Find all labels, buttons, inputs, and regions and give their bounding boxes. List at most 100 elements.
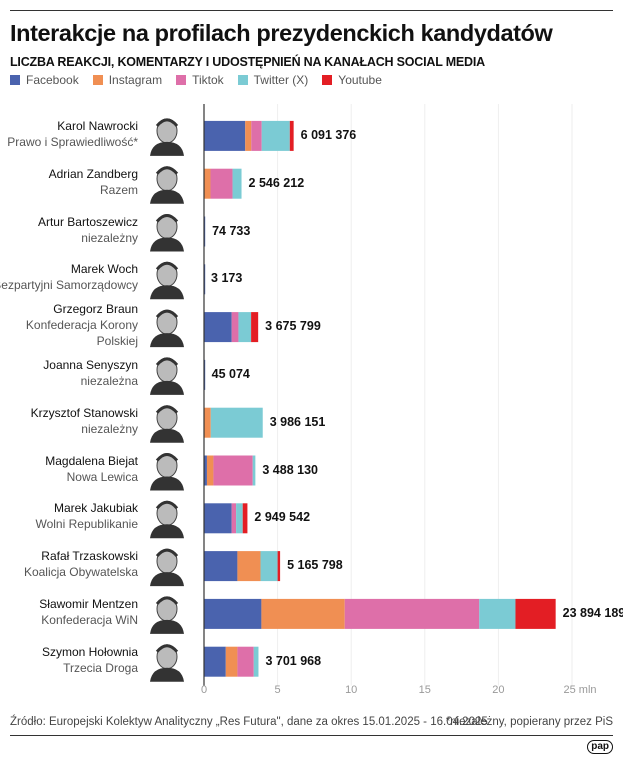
candidate-party: Razem xyxy=(99,182,138,197)
bar-segment-facebook xyxy=(204,216,206,247)
bar-segment-youtube xyxy=(277,551,281,582)
bar-segment-facebook xyxy=(204,503,232,534)
bar-segment-tiktok xyxy=(344,598,480,629)
candidate-label: Rafał Trzaskowski Koalicja Obywatelska xyxy=(0,548,138,580)
candidate-label: Joanna Senyszyn niezależna xyxy=(0,357,138,389)
bar-segment-twitterx xyxy=(236,503,243,534)
legend-item: Tiktok xyxy=(176,73,224,87)
data-label: 2 949 542 xyxy=(254,510,311,525)
candidate-photo xyxy=(150,500,184,539)
candidate-party: Koalicja Obywatelska xyxy=(23,565,138,580)
footnote: *niezależny, popierany przez PiS xyxy=(445,716,613,728)
legend-label: Tiktok xyxy=(192,73,224,87)
candidate-party: Wolni Republikanie xyxy=(35,517,138,532)
bar-segment-twitterx xyxy=(253,646,259,677)
data-label: 23 894 189 xyxy=(562,605,623,620)
bar-segment-instagram xyxy=(261,598,345,629)
bar-segment-twitterx xyxy=(210,407,263,438)
data-label: 3 488 130 xyxy=(262,462,318,477)
bottom-divider xyxy=(10,735,613,736)
candidate-photo xyxy=(150,548,184,587)
bar-segment-twitterx xyxy=(238,312,252,343)
candidate-label: Magdalena Biejat Nowa Lewica xyxy=(0,453,138,485)
candidate-photo xyxy=(150,309,184,348)
bar-segment-youtube xyxy=(515,598,556,629)
bar-segment-instagram xyxy=(206,455,214,486)
x-tick-label: 15 xyxy=(418,684,431,696)
data-label: 3 986 151 xyxy=(269,414,326,429)
bar-segment-facebook xyxy=(204,312,232,343)
candidate-party: Bezpartyjni Samorządowcy xyxy=(0,278,138,293)
candidate-photo xyxy=(150,453,184,491)
bar-segment-instagram xyxy=(245,120,252,151)
legend-label: Instagram xyxy=(108,73,163,87)
candidate-label: Sławomir Mentzen Konfederacja WiN xyxy=(0,596,138,628)
data-label: 3 675 799 xyxy=(265,319,321,334)
candidate-label: Marek Woch Bezpartyjni Samorządowcy xyxy=(0,261,138,293)
legend: Facebook Instagram Tiktok Twitter (X) Youtub… xyxy=(10,73,382,87)
legend-item: Youtube xyxy=(322,73,382,87)
legend-item: Facebook xyxy=(10,73,79,87)
candidate-name: Marek Jakubiak xyxy=(53,501,138,516)
candidate-party: niezależny xyxy=(81,230,138,245)
bar-segment-instagram xyxy=(204,407,211,438)
candidate-photo xyxy=(150,644,184,682)
bar-segment-facebook xyxy=(204,646,226,677)
legend-label: Facebook xyxy=(26,73,79,87)
chart-title: Interakcje na profilach prezydenckich ka… xyxy=(10,20,553,46)
candidate-name: Karol Nawrocki xyxy=(57,118,138,133)
bar-segment-tiktok xyxy=(210,168,233,199)
pap-logo: pap xyxy=(587,740,613,754)
legend-swatch xyxy=(237,75,248,85)
candidate-party: niezależny xyxy=(81,421,138,436)
bar-segment-tiktok xyxy=(231,503,237,534)
bar-segment-tiktok xyxy=(251,120,262,151)
candidate-name: Joanna Senyszyn xyxy=(43,357,138,372)
candidate-label: Karol Nawrocki Prawo i Sprawiedliwość* xyxy=(0,118,138,150)
legend-swatch xyxy=(92,75,103,85)
legend-item: Instagram xyxy=(92,73,163,87)
legend-swatch xyxy=(322,75,333,85)
candidate-name: Szymon Hołownia xyxy=(41,644,138,659)
candidate-photo xyxy=(150,405,184,443)
candidate-photo xyxy=(150,118,184,156)
bar-segment-facebook xyxy=(204,120,246,151)
bar-segment-instagram xyxy=(204,168,211,199)
legend-label: Twitter (X) xyxy=(253,73,309,87)
candidate-party: Konfederacja WiN xyxy=(41,612,138,627)
chart-subtitle: LICZBA REAKCJI, KOMENTARZY I UDOSTĘPNIEŃ… xyxy=(10,55,485,69)
candidate-name: Adrian Zandberg xyxy=(48,166,138,181)
bar-segment-tiktok xyxy=(231,312,239,343)
legend-swatch xyxy=(10,75,20,85)
bar-segment-twitterx xyxy=(260,551,278,582)
x-tick-label: 0 xyxy=(200,684,208,696)
bar-segment-twitterx xyxy=(252,455,256,486)
candidate-label: Marek Jakubiak Wolni Republikanie xyxy=(0,500,138,532)
bar-segment-youtube xyxy=(289,120,294,151)
candidate-photo xyxy=(150,166,184,204)
bar-segment-instagram xyxy=(237,551,261,582)
legend-swatch xyxy=(176,75,187,85)
candidate-party: Nowa Lewica xyxy=(66,469,138,484)
candidate-name: Krzysztof Stanowski xyxy=(30,405,138,420)
bar-segment-facebook xyxy=(204,264,206,295)
candidate-name: Artur Bartoszewicz xyxy=(37,214,138,229)
candidate-party: Trzecia Droga xyxy=(63,660,138,675)
candidate-photo xyxy=(150,261,184,300)
source-note: Źródło: Europejski Kolektyw Analityczny … xyxy=(10,716,488,728)
candidate-name: Marek Woch xyxy=(70,262,138,277)
data-label: 5 165 798 xyxy=(287,558,343,573)
candidate-name: Magdalena Biejat xyxy=(45,453,138,468)
candidate-name: Sławomir Mentzen xyxy=(39,596,138,611)
candidate-party: Prawo i Sprawiedliwość* xyxy=(7,134,138,149)
data-label: 2 546 212 xyxy=(248,175,305,190)
candidate-party: Konfederacja Korony Polskiej xyxy=(25,318,138,349)
bar-segment-twitterx xyxy=(232,168,242,199)
bar-segment-facebook xyxy=(204,455,207,486)
candidate-photo xyxy=(150,214,184,252)
candidate-name: Grzegorz Braun xyxy=(53,302,138,317)
bar-segment-youtube xyxy=(251,312,259,343)
candidate-label: Szymon Hołownia Trzecia Droga xyxy=(0,644,138,676)
